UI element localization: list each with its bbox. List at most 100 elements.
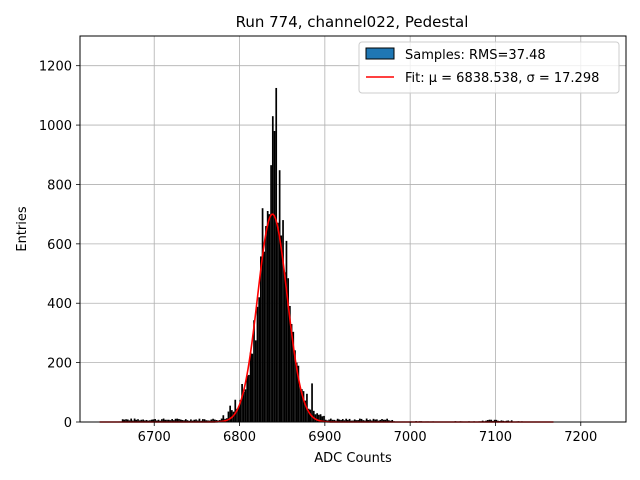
histogram-bar xyxy=(142,419,144,422)
histogram-bar xyxy=(256,306,259,422)
histogram-bar xyxy=(176,418,179,422)
histogram-bar xyxy=(179,419,182,422)
histogram-bar xyxy=(260,256,262,422)
histogram-bar xyxy=(263,251,266,422)
histogram-bar xyxy=(345,418,348,422)
x-tick-label: 6900 xyxy=(308,430,341,445)
histogram-bar xyxy=(195,419,197,422)
y-tick-label: 400 xyxy=(47,297,72,312)
histogram-bar xyxy=(212,418,214,422)
x-tick-label: 7100 xyxy=(479,430,512,445)
histogram-bar xyxy=(381,419,383,422)
histogram-bar xyxy=(123,419,126,422)
histogram-bar xyxy=(220,418,223,422)
histogram-bar xyxy=(205,420,208,422)
histogram-bar xyxy=(278,170,281,422)
histogram-bar xyxy=(362,420,365,422)
histogram-bar xyxy=(316,413,319,422)
histogram-bar xyxy=(254,340,257,422)
histogram-bar xyxy=(184,419,187,422)
histogram-bar xyxy=(166,419,168,422)
histogram-bar xyxy=(353,419,356,422)
histogram-bar xyxy=(190,419,192,422)
histogram-bar xyxy=(193,419,196,422)
histogram-bar xyxy=(253,320,255,422)
histogram-bar xyxy=(302,391,305,422)
histogram-bar xyxy=(311,383,313,422)
plot-frame xyxy=(79,35,627,423)
fit-curve xyxy=(99,213,554,423)
histogram-bar xyxy=(261,208,264,422)
x-axis-label: ADC Counts xyxy=(314,451,392,466)
histogram-bar xyxy=(321,416,324,422)
histogram-bar xyxy=(287,278,290,422)
histogram-bar xyxy=(126,419,129,422)
histogram-bar xyxy=(213,419,216,422)
legend-box xyxy=(358,41,620,94)
y-tick-label: 1200 xyxy=(39,60,72,75)
histogram-bar xyxy=(379,419,382,422)
histogram-bar xyxy=(382,419,385,422)
chart-title: Run 774, channel022, Pedestal xyxy=(236,13,469,31)
histogram-bar xyxy=(152,419,155,422)
histogram-bar xyxy=(210,419,213,422)
histogram-bar xyxy=(265,226,267,422)
histogram-bar xyxy=(227,411,230,422)
histogram-bar xyxy=(283,272,286,422)
histogram-bar xyxy=(248,374,250,422)
histogram-bar xyxy=(309,409,312,422)
y-tick-label: 1000 xyxy=(39,119,72,134)
histogram-bar xyxy=(343,420,346,422)
histogram-bar xyxy=(229,405,232,422)
histogram-bar xyxy=(164,419,167,422)
grid-lines xyxy=(80,36,626,423)
legend-entry-fit: Fit: μ = 6838.538, σ = 17.298 xyxy=(405,71,599,86)
x-tick-label: 6800 xyxy=(223,430,256,445)
histogram-bar xyxy=(323,415,325,422)
histogram-bar xyxy=(340,419,342,422)
histogram-bar xyxy=(282,220,284,422)
histogram-bar xyxy=(338,419,341,422)
histogram-bar xyxy=(367,420,370,422)
histogram-bar xyxy=(372,418,375,422)
histogram-bar xyxy=(500,420,503,422)
histogram-bar xyxy=(183,420,185,422)
histogram-bar xyxy=(270,165,272,422)
legend-entry-samples: Samples: RMS=37.48 xyxy=(405,48,546,63)
x-axis-ticks: 6700 6800 6900 7000 7100 7200 xyxy=(138,422,597,445)
histogram-bar xyxy=(280,235,283,422)
histogram-bar xyxy=(246,375,249,422)
histogram-bar xyxy=(239,399,242,422)
histogram-bar xyxy=(387,420,390,422)
histogram-bar xyxy=(236,408,238,422)
y-tick-label: 800 xyxy=(47,178,72,193)
histogram-bar xyxy=(157,419,160,422)
histogram-bar xyxy=(145,419,148,422)
histogram-bar xyxy=(150,419,153,422)
histogram-bar xyxy=(331,419,334,422)
histogram-bar xyxy=(376,419,378,422)
histogram-bar xyxy=(292,331,295,422)
histogram-bar xyxy=(348,418,351,422)
histogram-bar xyxy=(495,419,498,422)
histogram-bar xyxy=(365,418,368,422)
histogram-bar xyxy=(232,411,235,422)
histogram-bar xyxy=(275,87,278,422)
y-tick-label: 200 xyxy=(47,357,72,372)
histogram-bar xyxy=(341,419,344,422)
histogram-bar xyxy=(241,383,243,422)
histogram-bar xyxy=(295,362,298,422)
x-tick-label: 7200 xyxy=(564,430,597,445)
histogram-bar xyxy=(297,365,300,422)
histogram-bar xyxy=(486,420,489,422)
histogram-bar xyxy=(140,419,143,422)
histogram-bar xyxy=(294,350,296,422)
histogram-bar xyxy=(154,419,156,422)
y-tick-label: 600 xyxy=(47,238,72,253)
histogram-bar xyxy=(360,418,363,422)
histogram-bar xyxy=(130,418,133,422)
histogram-bar xyxy=(161,419,163,422)
histogram-bar xyxy=(222,415,225,422)
histogram-bar xyxy=(490,419,493,422)
